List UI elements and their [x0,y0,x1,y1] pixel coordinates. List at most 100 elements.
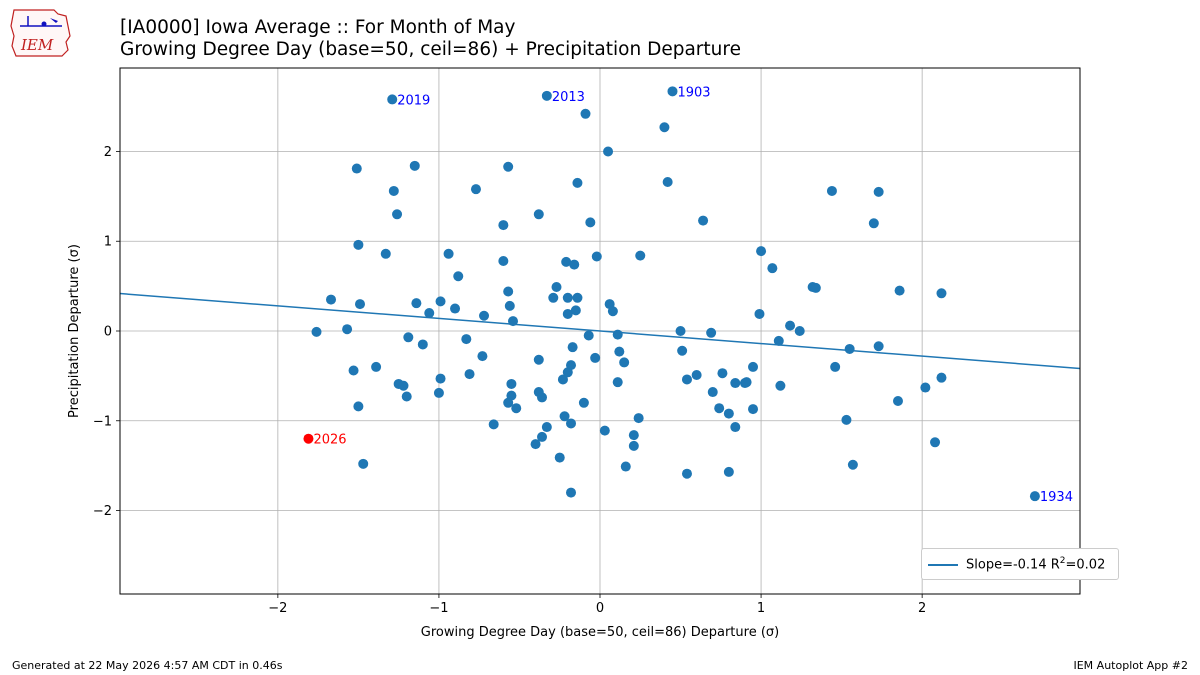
data-point [754,308,765,319]
footer-app: IEM Autoplot App #2 [1073,659,1188,672]
data-point [628,430,639,441]
data-point [619,357,630,368]
logo-text: IEM [20,36,54,54]
data-point [559,411,570,422]
data-point [450,303,461,314]
data-point [936,372,947,383]
data-point [830,361,841,372]
x-tick-label: 0 [596,601,604,616]
data-point [773,335,784,346]
data-point [826,185,837,196]
data-point [470,184,481,195]
data-point [873,341,884,352]
data-point [453,271,464,282]
chart-title-line1: [IA0000] Iowa Average :: For Month of Ma… [120,17,516,38]
data-point [326,294,337,305]
data-point [566,360,577,371]
data-point [707,387,718,398]
data-point [380,248,391,259]
data-point [585,217,596,228]
data-point [936,288,947,299]
data-point [566,487,577,498]
data-point [614,346,625,357]
data-point [756,246,767,257]
data-point [810,282,821,293]
data-point [403,332,414,343]
data-point [461,334,472,345]
data-point [435,296,446,307]
data-point [767,263,778,274]
data-point [580,108,591,119]
data-point [498,220,509,231]
legend-line-swatch [928,564,958,566]
data-point [530,439,541,450]
data-point [662,176,673,187]
data-point [562,292,573,303]
chart-title-line2: Growing Degree Day (base=50, ceil=86) + … [120,39,741,60]
data-point [503,161,514,172]
data-point [551,282,562,293]
fit-line-layer [119,292,1081,370]
data-point [723,466,734,477]
data-point [572,292,583,303]
data-point [533,354,544,365]
data-point [607,306,618,317]
data-point [748,361,759,372]
data-point [392,209,403,220]
x-axis-label: Growing Degree Day (base=50, ceil=86) De… [421,625,779,640]
data-point [477,351,488,362]
data-point [433,387,444,398]
y-tick-label: 2 [104,145,112,160]
data-point [723,408,734,419]
data-point [620,461,631,472]
data-point [590,352,601,363]
highlight-year-label: 2026 [313,433,346,448]
data-point [706,327,717,338]
y-tick-label: 0 [104,325,112,340]
data-point [311,326,322,337]
data-point [794,326,805,336]
x-tick-label: 1 [757,601,765,616]
legend-label: Slope=-0.14 R2=0.02 [966,556,1106,573]
data-point [847,459,858,470]
data-point [388,185,399,196]
legend: Slope=-0.14 R2=0.02 [921,548,1119,580]
data-point [741,377,752,388]
data-point [371,361,382,372]
data-point [506,378,517,389]
data-point [628,440,639,451]
y-tick-label: −2 [93,504,112,519]
data-point [498,255,509,266]
footer-generated: Generated at 22 May 2026 4:57 AM CDT in … [12,659,283,672]
x-tick-label: −2 [268,601,287,616]
data-point [583,330,594,341]
data-point [506,390,517,401]
data-point [599,425,610,436]
x-tick-label: −1 [429,601,448,616]
grid [120,68,1080,594]
iem-logo: IEM [10,9,71,57]
points-layer [303,86,1040,502]
x-tick-label: 2 [918,601,926,616]
data-point [348,365,359,376]
data-point [464,369,475,380]
data-point [1029,491,1040,502]
data-point [841,414,852,425]
data-point [635,250,646,261]
data-point [435,373,446,384]
data-point [554,452,565,463]
y-axis-label: Precipitation Departure (σ) [67,244,82,418]
year-annotation: 2019 [397,93,430,108]
data-point [351,163,362,174]
data-point [572,177,583,188]
data-point [570,305,581,316]
data-point [873,186,884,197]
data-point [775,380,786,391]
y-tick-label: 1 [104,235,112,250]
data-point [730,422,741,433]
data-point [566,418,577,429]
data-point [667,86,678,97]
data-point [691,369,702,380]
data-point [633,413,644,424]
data-point [603,146,614,157]
